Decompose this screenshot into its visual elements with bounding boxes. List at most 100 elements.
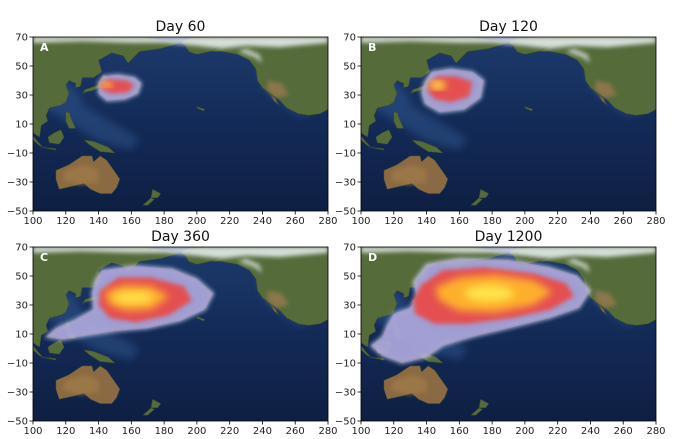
panel-letter: C [40, 251, 48, 264]
panel-title: Day 120 [479, 19, 538, 35]
y-tick-label: −10 [7, 359, 28, 370]
land-eurasia [361, 37, 509, 138]
y-tick-label: −30 [335, 178, 356, 189]
land-baja [596, 91, 608, 106]
map-area [361, 247, 656, 421]
x-tick-label: 120 [56, 426, 75, 437]
x-tick-label: 160 [122, 426, 141, 437]
x-tick-label: 240 [253, 216, 272, 227]
land-philippines [393, 112, 404, 129]
ice-north [33, 37, 328, 49]
x-tick-label: 160 [122, 216, 141, 227]
panel-letter: D [368, 251, 377, 264]
land-sumatra [361, 135, 371, 148]
x-tick-label: 180 [483, 216, 502, 227]
land-java [41, 146, 57, 151]
x-tick-label: 140 [89, 426, 108, 437]
x-tick-label: 260 [286, 216, 305, 227]
x-tick-label: 260 [614, 426, 633, 437]
x-tick-label: 140 [417, 426, 436, 437]
ice-north [361, 37, 656, 49]
y-tick-label: −10 [7, 149, 28, 160]
x-tick-label: 200 [515, 426, 534, 437]
land-hawaii [196, 316, 206, 322]
y-tick-label: 70 [15, 33, 28, 44]
ice-coast [237, 258, 263, 274]
ice-coast [565, 258, 591, 274]
x-tick-label: 220 [548, 216, 567, 227]
map-area [33, 37, 328, 211]
land-sumatra [33, 135, 43, 148]
y-tick-label: 70 [15, 243, 28, 254]
x-tick-label: 100 [23, 216, 42, 227]
land-eurasia [33, 247, 181, 348]
land-newguinea [83, 349, 116, 364]
panel-letter: B [368, 41, 376, 54]
x-tick-label: 280 [646, 426, 665, 437]
land-nz2 [142, 407, 155, 416]
land-baja [268, 301, 280, 316]
x-tick-label: 280 [646, 216, 665, 227]
land-sumatra [361, 345, 371, 358]
desert-australia [62, 164, 99, 185]
land-nz [150, 188, 162, 199]
panel-a: Day 60 A 100 120 140 160 180 200 220 240 260 280 70 5… [7, 19, 338, 227]
x-tick-label: 240 [581, 216, 600, 227]
ice-north [33, 247, 328, 259]
y-tick-label: −30 [335, 388, 356, 399]
x-tick-label: 100 [351, 216, 370, 227]
y-tick-label: −50 [335, 417, 356, 428]
x-tick-label: 180 [483, 426, 502, 437]
land-borneo [375, 129, 393, 145]
x-tick-label: 280 [318, 216, 337, 227]
land-java [369, 146, 385, 151]
land-nz2 [142, 197, 155, 206]
desert-namerica [595, 290, 617, 308]
x-tick-label: 140 [89, 216, 108, 227]
plume-maximum [464, 285, 514, 302]
x-tick-label: 160 [450, 426, 469, 437]
y-tick-label: −30 [7, 388, 28, 399]
land-nz2 [470, 197, 483, 206]
x-tick-label: 220 [548, 426, 567, 437]
y-tick-label: −30 [7, 178, 28, 189]
x-tick-label: 120 [384, 216, 403, 227]
y-tick-label: 10 [15, 120, 28, 131]
ice-coast [237, 48, 263, 64]
land-nz [478, 188, 490, 199]
land-java [41, 356, 57, 361]
y-tick-label: 30 [343, 91, 356, 102]
desert-namerica [595, 80, 617, 98]
x-tick-label: 120 [56, 216, 75, 227]
y-tick-label: 50 [15, 272, 28, 283]
land-java [369, 356, 385, 361]
land-nz2 [470, 407, 483, 416]
panel-c: Day 360 C 100 120 140 160 180 200 220 240 260 280 70… [7, 229, 338, 437]
y-tick-label: 10 [343, 120, 356, 131]
desert-namerica [267, 80, 289, 98]
ice-north [361, 247, 656, 259]
y-tick-label: −50 [7, 207, 28, 218]
plume-maximum [101, 82, 112, 87]
map-area [33, 247, 328, 421]
land-hawaii [524, 106, 534, 112]
land-baja [268, 91, 280, 106]
land-borneo [47, 339, 65, 355]
desert-namerica [267, 290, 289, 308]
y-tick-label: 30 [15, 91, 28, 102]
y-tick-label: −50 [335, 207, 356, 218]
y-tick-label: 10 [15, 330, 28, 341]
x-tick-label: 180 [155, 216, 174, 227]
x-tick-label: 180 [155, 426, 174, 437]
land-hawaii [196, 106, 206, 112]
land-eurasia [361, 247, 509, 348]
land-newguinea [411, 139, 444, 154]
plume-maximum [114, 292, 153, 303]
y-tick-label: −10 [335, 359, 356, 370]
y-tick-label: 10 [343, 330, 356, 341]
panel-title: Day 360 [151, 229, 210, 245]
x-tick-label: 100 [23, 426, 42, 437]
plume-core [100, 79, 135, 94]
land-borneo [47, 129, 65, 145]
